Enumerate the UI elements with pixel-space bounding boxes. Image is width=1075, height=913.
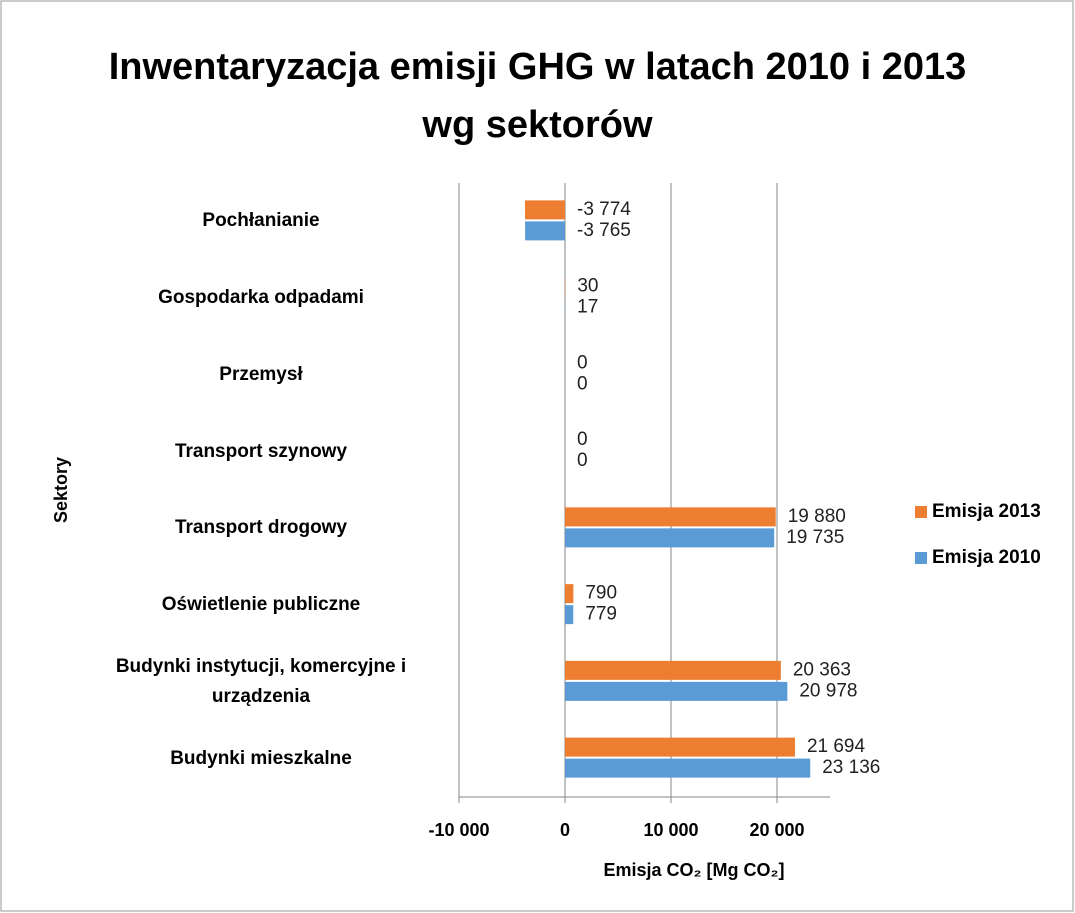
bar [565,528,775,548]
x-tick-label: -10 000 [428,820,489,840]
legend-swatch [915,506,927,518]
bar [565,681,788,701]
bar [525,221,565,241]
y-tick-label: Budynki mieszkalne [170,747,352,769]
bar [565,584,574,604]
data-label: 20 363 [793,659,851,680]
y-tick-label: Gospodarka odpadami [158,287,364,309]
bar [565,507,776,527]
legend-label: Emisja 2013 [932,501,1041,522]
data-label: 23 136 [822,757,880,778]
y-tick-label: Oświetlenie publiczne [161,594,361,616]
legend-swatch [915,552,927,564]
data-label: -3 765 [577,220,631,241]
data-label: 30 [577,276,598,297]
data-label: 19 735 [786,527,844,548]
bar [524,200,565,220]
data-label: 0 [577,352,588,373]
bar [565,737,795,757]
chart-title: Inwentaryzacja emisji GHG w latach 2010 … [108,46,967,146]
x-tick-label: 0 [560,820,570,840]
y-axis-title: Sektory [51,457,71,523]
y-tick-label: Pochłanianie [202,210,320,232]
x-tick-label: 10 000 [643,820,698,840]
data-label: 19 880 [788,506,846,527]
legend-label: Emisja 2010 [932,547,1041,568]
y-tick-label: Przemysł [219,363,303,385]
data-label: 0 [577,450,588,471]
bar [565,660,781,680]
bar [565,605,574,625]
bar [565,758,811,778]
data-label: -3 774 [577,199,631,220]
data-label: 790 [585,583,617,604]
y-tick-label: Transport szynowy [174,440,348,462]
data-label: 21 694 [807,736,866,757]
data-label: 20 978 [799,680,857,701]
x-tick-label: 20 000 [749,820,804,840]
y-tick-label: Transport drogowy [174,517,348,539]
data-label: 17 [577,297,598,318]
y-tick-label: Budynki instytucji, komercyjne i urządze… [115,655,407,707]
data-label: 779 [585,604,617,625]
x-axis-title: Emisja CO₂ [Mg CO₂] [603,860,784,880]
data-label: 0 [577,429,588,450]
data-label: 0 [577,373,588,394]
